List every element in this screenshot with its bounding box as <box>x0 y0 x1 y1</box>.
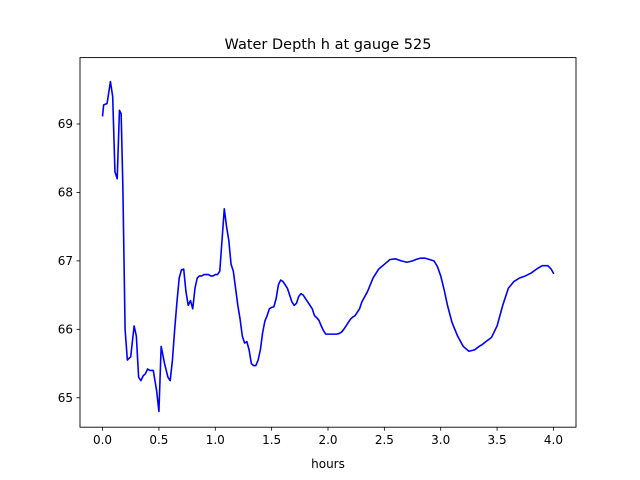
y-tick-label: 68 <box>58 186 73 200</box>
y-tick-label: 66 <box>58 323 73 337</box>
chart-title: Water Depth h at gauge 525 <box>225 37 432 53</box>
x-tick-label: 3.0 <box>431 433 450 447</box>
x-tick-label: 0.0 <box>93 433 112 447</box>
x-tick-label: 1.0 <box>206 433 225 447</box>
x-tick-label: 0.5 <box>149 433 168 447</box>
x-tick-label: 3.5 <box>488 433 507 447</box>
x-tick-label: 2.0 <box>318 433 337 447</box>
y-tick-label: 65 <box>58 391 73 405</box>
series-line-0 <box>101 80 555 413</box>
plot-area <box>101 80 555 413</box>
x-axis-label: hours <box>311 457 345 471</box>
y-tick-label: 67 <box>58 254 73 268</box>
x-tick-label: 4.0 <box>544 433 563 447</box>
x-tick-label: 2.5 <box>375 433 394 447</box>
y-tick-label: 69 <box>58 117 73 131</box>
y-axis: 65 66 67 68 69 <box>58 117 80 405</box>
x-axis: 0.0 0.5 1.0 1.5 2.0 2.5 3.0 3.5 4.0 <box>93 427 563 447</box>
x-tick-label: 1.5 <box>262 433 281 447</box>
